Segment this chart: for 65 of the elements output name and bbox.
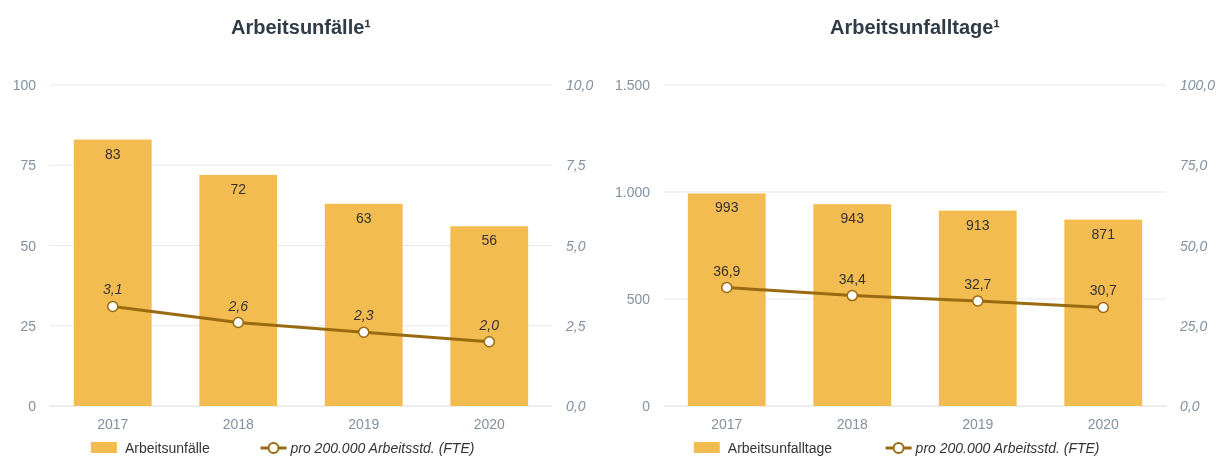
y-tick-label: 1.000: [614, 184, 651, 200]
data-label: 72: [230, 180, 247, 197]
y-tick-label: 100: [12, 77, 37, 93]
chart-title: Arbeitsunfälle¹: [230, 16, 372, 38]
bar: [199, 174, 278, 406]
bar: [73, 139, 152, 406]
point: [846, 289, 858, 302]
data-label: 2,6: [227, 297, 249, 314]
y2-tick-label: 100,0: [1180, 77, 1216, 93]
y-tick-label: 25: [20, 317, 37, 334]
point: [972, 295, 984, 307]
x-tick-label: 2017: [711, 416, 743, 432]
data-label: 913: [966, 216, 990, 233]
point: [1097, 301, 1109, 314]
y-tick-label: 0: [28, 398, 37, 414]
point: [483, 336, 495, 348]
data-label: 993: [715, 199, 739, 216]
y-tick-label: 75: [20, 157, 37, 174]
data-label: 63: [355, 209, 372, 226]
chart-title: Arbeitsunfalltage¹: [829, 16, 1001, 38]
bar: [813, 204, 892, 406]
data-label: 3,1: [103, 281, 123, 298]
x-tick-label: 2019: [348, 416, 380, 432]
y2-tick-label: 2,5: [565, 317, 586, 334]
legend-label: Arbeitsunfälle: [124, 440, 210, 456]
y2-tick-label: 0,0: [1180, 398, 1200, 414]
x-tick-label: 2018: [222, 416, 255, 432]
data-label: 34,4: [838, 270, 867, 287]
data-label: 56: [481, 232, 498, 249]
data-label: 943: [840, 210, 865, 227]
y2-tick-label: 5,0: [566, 237, 586, 254]
x-tick-label: 2017: [97, 416, 129, 432]
bar: [450, 226, 529, 406]
x-tick-label: 2018: [836, 416, 869, 432]
data-label: 36,9: [713, 262, 741, 279]
point: [358, 326, 370, 338]
bar: [324, 203, 403, 406]
y2-tick-label: 25,0: [1179, 317, 1208, 334]
y2-tick-label: 0,0: [566, 398, 586, 414]
bar: [687, 193, 766, 406]
point: [107, 300, 119, 313]
y2-tick-label: 75,0: [1180, 157, 1208, 174]
point: [232, 316, 244, 329]
y2-tick-label: 50,0: [1180, 237, 1208, 254]
y2-tick-label: 10,0: [566, 77, 594, 93]
x-tick-label: 2019: [962, 416, 994, 432]
legend-label: pro 200.000 Arbeitsstd. (FTE): [914, 440, 1100, 456]
bar: [938, 210, 1017, 406]
y-tick-label: 500: [626, 291, 651, 307]
y-tick-label: 1.500: [614, 77, 651, 93]
data-label: 2,0: [478, 316, 500, 333]
x-tick-label: 2020: [473, 416, 506, 432]
data-label: 30,7: [1089, 282, 1118, 299]
y-tick-label: 0: [642, 398, 651, 414]
legend-label: pro 200.000 Arbeitsstd. (FTE): [289, 440, 475, 456]
data-label: 871: [1091, 225, 1116, 242]
point: [721, 281, 733, 294]
bar: [1064, 219, 1143, 406]
data-label: 2,3: [353, 307, 374, 324]
y-tick-label: 50: [20, 237, 37, 254]
x-tick-label: 2020: [1087, 416, 1120, 432]
legend-label: Arbeitsunfalltage: [727, 440, 833, 456]
y2-tick-label: 7,5: [566, 157, 586, 174]
data-label: 32,7: [964, 276, 992, 293]
data-label: 83: [104, 145, 121, 162]
